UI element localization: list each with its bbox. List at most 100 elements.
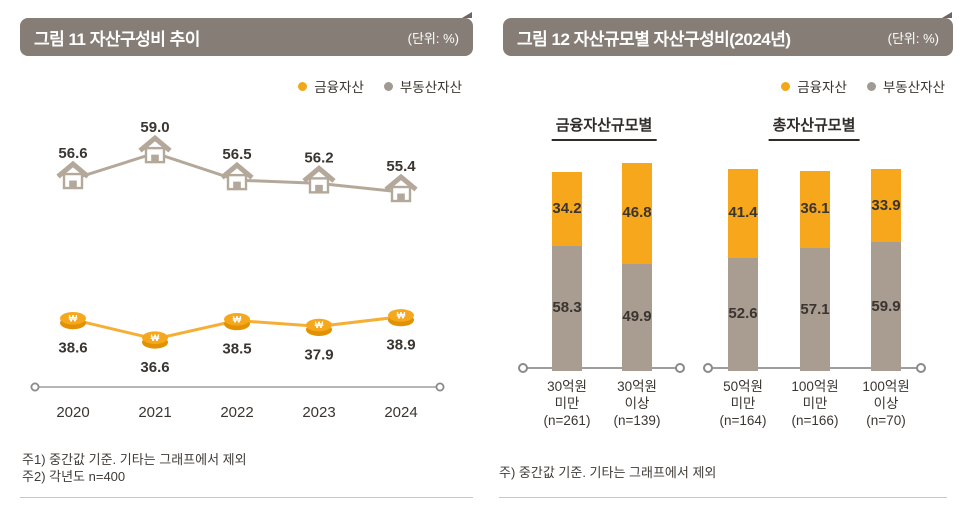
coin-face [142,331,168,344]
won-symbol: ₩ [233,314,242,324]
category-label-line: (n=70) [866,413,906,428]
real-estate-value-label: 56.5 [222,146,251,163]
line-chart-svg: 2020 2021 2022 2023 2024 56.6 59.0 56.5 56.2 55.4… [30,119,445,421]
financial-dot-icon [781,81,791,91]
house-door [69,180,77,189]
house-marker-icon [302,165,336,194]
coin-marker-icon: ₩ [60,312,86,330]
category-label-line: 미만 [802,396,828,411]
real-estate-value-label: 59.0 [140,119,169,136]
real-estate-value-label: 52.6 [728,305,758,323]
house-door [151,154,159,163]
note-line-1: 주1) 중간값 기준. 기타는 그래프에서 제외 [22,452,247,467]
category-label-line: 이상 [873,396,899,411]
house-roof [384,173,418,192]
asset-size-stacked-bar-chart: 금융자산규모별 34.2 58.3 30억원 미만 (n=261) 46.8 49.9 30억원… [503,100,948,448]
financial-value-label: 41.4 [728,204,758,222]
x-tick-label: 2024 [384,404,417,421]
x-tick-label: 2021 [138,404,171,421]
category-label: 30억원 이상 (n=139) [595,378,679,429]
real-estate-dot-icon [866,81,876,91]
figure-11-header: 그림 11 자산구성비 추이 (단위: %) [20,12,473,56]
financial-value-label: 37.9 [304,346,333,363]
coin-face [224,312,250,326]
real-estate-value-label: 56.6 [58,145,87,162]
category-label-line: 100억원 [791,379,839,394]
axis-end-dot-icon [675,363,685,373]
house-marker-icon [56,160,90,190]
category-label-line: 30억원 [547,379,587,394]
bar-group-title: 총자산규모별 [768,114,860,141]
legend-item-financial: 금융자산 [781,76,847,96]
financial-dot-icon [298,81,308,91]
category-label-line: (n=166) [791,413,839,428]
bar-group-title: 금융자산규모별 [551,114,657,141]
note-line-2: 주2) 각년도 n=400 [22,468,126,484]
legend-item-real-estate: 부동산자산 [383,76,462,96]
category-label-line: 미만 [554,396,580,411]
house-door [315,184,323,193]
legend-label-real-estate: 부동산자산 [882,80,945,95]
category-label-line: 50억원 [723,379,763,394]
legend-item-financial: 금융자산 [298,76,364,96]
legend-label-financial: 금융자산 [797,80,847,95]
financial-value-label: 38.5 [222,341,251,358]
financial-value-label: 38.9 [386,337,415,354]
axis-end-dot-icon [30,382,40,392]
legend-item-real-estate: 부동산자산 [866,76,945,96]
house-door [397,193,405,201]
financial-bar-segment [552,172,582,246]
figure-11-unit-label: (단위: %) [407,30,459,46]
figure-11-panel: 그림 11 자산구성비 추이 (단위: %) 금융자산 부동산자산 2020 20… [20,12,473,513]
financial-value-label: 36.1 [800,200,830,218]
category-label-line: 이상 [624,396,650,411]
figure-12-header: 그림 12 자산규모별 자산구성비(2024년) (단위: %) [503,12,953,56]
asset-composition-trend-line-chart: 2020 2021 2022 2023 2024 56.6 59.0 56.5 56.2 55.4… [20,100,465,430]
category-label-line: (n=261) [543,413,591,428]
house-roof [56,160,90,179]
x-tick-label: 2022 [220,404,253,421]
figure-12-unit-label: (단위: %) [887,30,939,46]
x-tick-label: 2023 [302,404,335,421]
x-axis-line [523,367,680,369]
legend-label-real-estate: 부동산자산 [399,80,462,95]
house-marker-icon [138,134,172,164]
real-estate-value-label: 57.1 [800,300,830,318]
real-estate-bar-segment [552,245,582,371]
real-estate-value-label: 55.4 [386,158,416,175]
coin-marker-icon: ₩ [142,331,168,349]
financial-bar-segment [728,168,758,258]
coin-face [388,309,414,322]
category-label-line: (n=164) [719,413,767,428]
house-roof [302,165,336,183]
coin-face [60,312,86,325]
house-roof [138,134,172,153]
axis-end-dot-icon [916,363,926,373]
figure-11-legend: 금융자산 부동산자산 [298,76,462,96]
real-estate-dot-icon [383,81,393,91]
header-fold-icon [942,12,952,18]
category-label-line: 30억원 [617,379,657,394]
real-estate-bar-segment [728,257,758,371]
bottom-divider [499,497,947,498]
financial-value-label: 46.8 [622,204,652,222]
financial-bar-segment [871,169,901,243]
category-label-line: 미만 [730,396,756,411]
real-estate-value-label: 49.9 [622,308,652,326]
header-fold-icon [462,12,472,18]
figure-12-notes: 주) 중간값 기준. 기타는 그래프에서 제외 [499,465,716,482]
category-label-line: 100억원 [862,379,910,394]
coin-face [306,318,332,332]
house-roof [220,161,254,180]
figure-11-title: 그림 11 자산구성비 추이 [34,29,200,49]
financial-value-label: 36.6 [140,359,169,376]
house-marker-icon [384,173,418,203]
real-estate-value-label: 59.9 [871,297,901,315]
note-line-1: 주) 중간값 기준. 기타는 그래프에서 제외 [499,465,717,480]
won-symbol: ₩ [151,333,160,343]
axis-end-dot-icon [703,363,713,373]
financial-value-label: 34.2 [552,199,582,217]
